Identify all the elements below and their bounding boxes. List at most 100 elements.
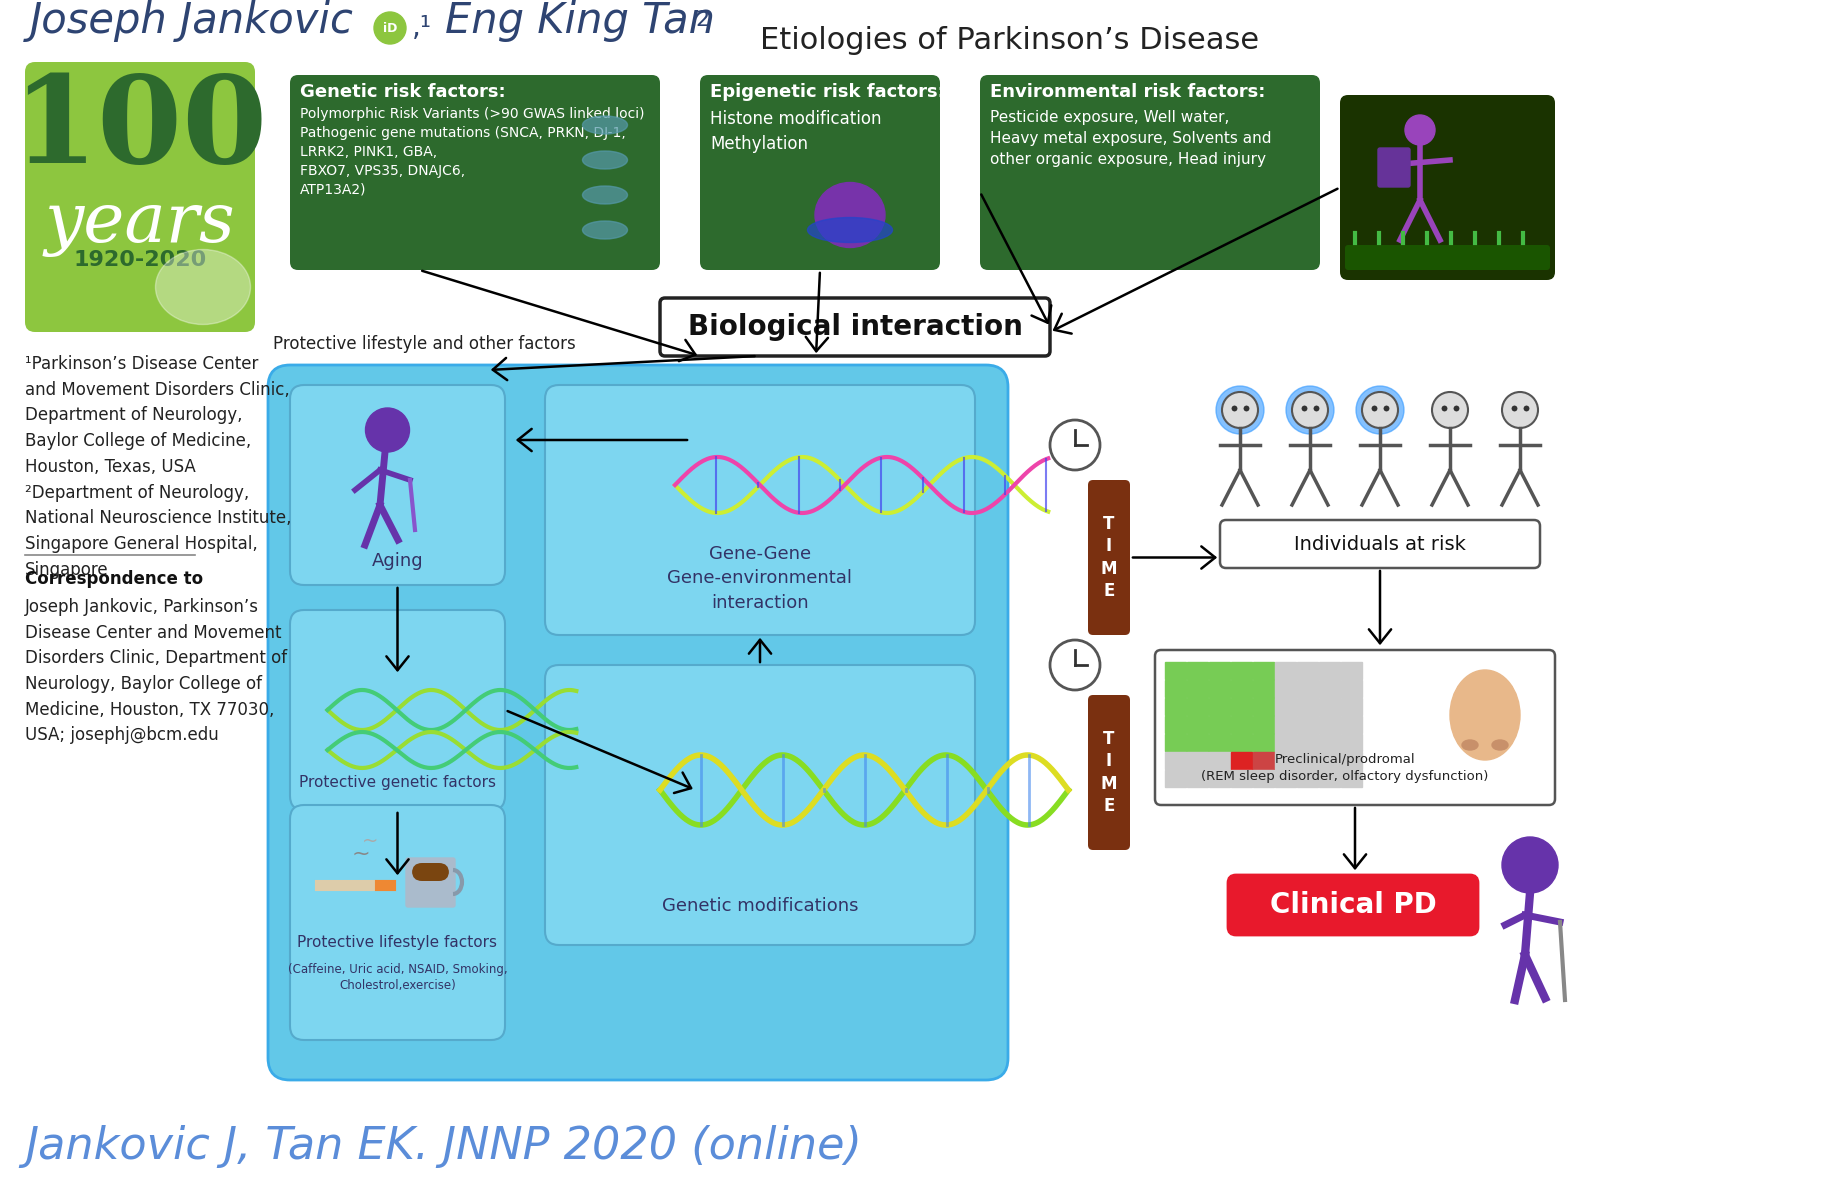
Bar (1319, 680, 1339, 697)
FancyBboxPatch shape (291, 805, 504, 1040)
Ellipse shape (1491, 740, 1508, 750)
Bar (1274, 734, 1295, 751)
Bar (1230, 752, 1251, 769)
FancyBboxPatch shape (291, 75, 660, 270)
Bar (1319, 734, 1339, 751)
Ellipse shape (583, 185, 627, 203)
Bar (1274, 698, 1295, 715)
Bar (1274, 680, 1295, 697)
Text: Eng King Tan: Eng King Tan (445, 0, 715, 42)
Bar (1230, 771, 1251, 787)
Bar (1164, 680, 1186, 697)
Circle shape (1291, 393, 1328, 427)
FancyBboxPatch shape (544, 385, 975, 635)
Text: (Caffeine, Uric acid, NSAID, Smoking,
Cholestrol,exercise): (Caffeine, Uric acid, NSAID, Smoking, Ch… (287, 963, 508, 992)
FancyBboxPatch shape (268, 365, 1008, 1080)
Bar (1230, 662, 1251, 679)
Bar (1252, 752, 1273, 769)
Text: 2: 2 (695, 10, 708, 30)
Bar (1164, 734, 1186, 751)
Bar (1341, 771, 1361, 787)
Text: Biological interaction: Biological interaction (688, 313, 1022, 341)
Bar (1186, 771, 1208, 787)
Bar (1341, 698, 1361, 715)
Bar (1296, 734, 1317, 751)
Ellipse shape (1449, 669, 1519, 760)
Bar (1296, 698, 1317, 715)
Bar (1252, 680, 1273, 697)
Bar (1319, 662, 1339, 679)
Circle shape (1361, 393, 1398, 427)
Circle shape (1501, 393, 1537, 427)
Text: T
I
M
E: T I M E (1100, 730, 1116, 815)
Text: Joseph Jankovic, Parkinson’s
Disease Center and Movement
Disorders Clinic, Depar: Joseph Jankovic, Parkinson’s Disease Cen… (26, 598, 287, 744)
Bar (1208, 734, 1228, 751)
Bar (1341, 734, 1361, 751)
Text: Polymorphic Risk Variants (>90 GWAS linked loci)
Pathogenic gene mutations (SNCA: Polymorphic Risk Variants (>90 GWAS link… (300, 107, 644, 196)
Text: Epigenetic risk factors:: Epigenetic risk factors: (710, 83, 943, 101)
FancyBboxPatch shape (26, 61, 256, 332)
Bar (1164, 662, 1186, 679)
Bar (1208, 716, 1228, 733)
Ellipse shape (815, 183, 885, 248)
Bar (1208, 698, 1228, 715)
Bar (1186, 680, 1208, 697)
Text: Genetic risk factors:: Genetic risk factors: (300, 83, 506, 101)
Text: ~: ~ (362, 832, 379, 851)
Text: Etiologies of Parkinson’s Disease: Etiologies of Parkinson’s Disease (760, 26, 1260, 55)
FancyBboxPatch shape (291, 610, 504, 810)
FancyBboxPatch shape (1155, 650, 1554, 805)
Circle shape (1221, 393, 1258, 427)
Bar (1208, 662, 1228, 679)
Bar (1274, 662, 1295, 679)
Bar (1341, 662, 1361, 679)
Circle shape (1355, 386, 1403, 433)
Bar (1230, 698, 1251, 715)
Bar (1341, 716, 1361, 733)
Circle shape (1431, 393, 1468, 427)
Circle shape (1050, 420, 1100, 470)
Text: Genetic modifications: Genetic modifications (662, 897, 857, 915)
Bar (1164, 752, 1186, 769)
Bar (1252, 716, 1273, 733)
Ellipse shape (156, 249, 250, 325)
FancyBboxPatch shape (1339, 95, 1554, 281)
FancyBboxPatch shape (544, 665, 975, 945)
Text: Environmental risk factors:: Environmental risk factors: (989, 83, 1265, 101)
Ellipse shape (583, 116, 627, 134)
FancyBboxPatch shape (980, 75, 1319, 270)
Circle shape (1405, 116, 1434, 144)
Text: Histone modification
Methylation: Histone modification Methylation (710, 110, 881, 153)
Ellipse shape (1462, 740, 1477, 750)
Bar (1274, 752, 1295, 769)
Bar (1186, 716, 1208, 733)
FancyBboxPatch shape (1344, 244, 1548, 270)
Bar (1319, 752, 1339, 769)
Bar (1164, 771, 1186, 787)
Bar (1341, 680, 1361, 697)
Text: Preclinical/prodromal
(REM sleep disorder, olfactory dysfunction): Preclinical/prodromal (REM sleep disorde… (1201, 754, 1488, 783)
FancyBboxPatch shape (406, 858, 454, 907)
Text: T
I
M
E: T I M E (1100, 515, 1116, 600)
Text: Gene-Gene
Gene-environmental
interaction: Gene-Gene Gene-environmental interaction (668, 545, 851, 612)
Bar (1186, 662, 1208, 679)
Bar (1252, 698, 1273, 715)
FancyBboxPatch shape (660, 299, 1050, 356)
Text: years: years (44, 190, 235, 256)
Bar (1341, 752, 1361, 769)
FancyBboxPatch shape (412, 863, 449, 881)
Text: Joseph Jankovic: Joseph Jankovic (29, 0, 353, 42)
FancyBboxPatch shape (1087, 480, 1129, 635)
Bar (1164, 698, 1186, 715)
Bar (1296, 771, 1317, 787)
Text: Individuals at risk: Individuals at risk (1293, 535, 1466, 554)
Text: Protective lifestyle factors: Protective lifestyle factors (298, 936, 497, 950)
Bar (1296, 752, 1317, 769)
Bar (1164, 716, 1186, 733)
Bar (1208, 680, 1228, 697)
Text: Clinical PD: Clinical PD (1269, 891, 1436, 919)
Text: 100: 100 (13, 70, 267, 188)
Circle shape (1216, 386, 1263, 433)
Circle shape (1285, 386, 1333, 433)
Bar (1296, 680, 1317, 697)
